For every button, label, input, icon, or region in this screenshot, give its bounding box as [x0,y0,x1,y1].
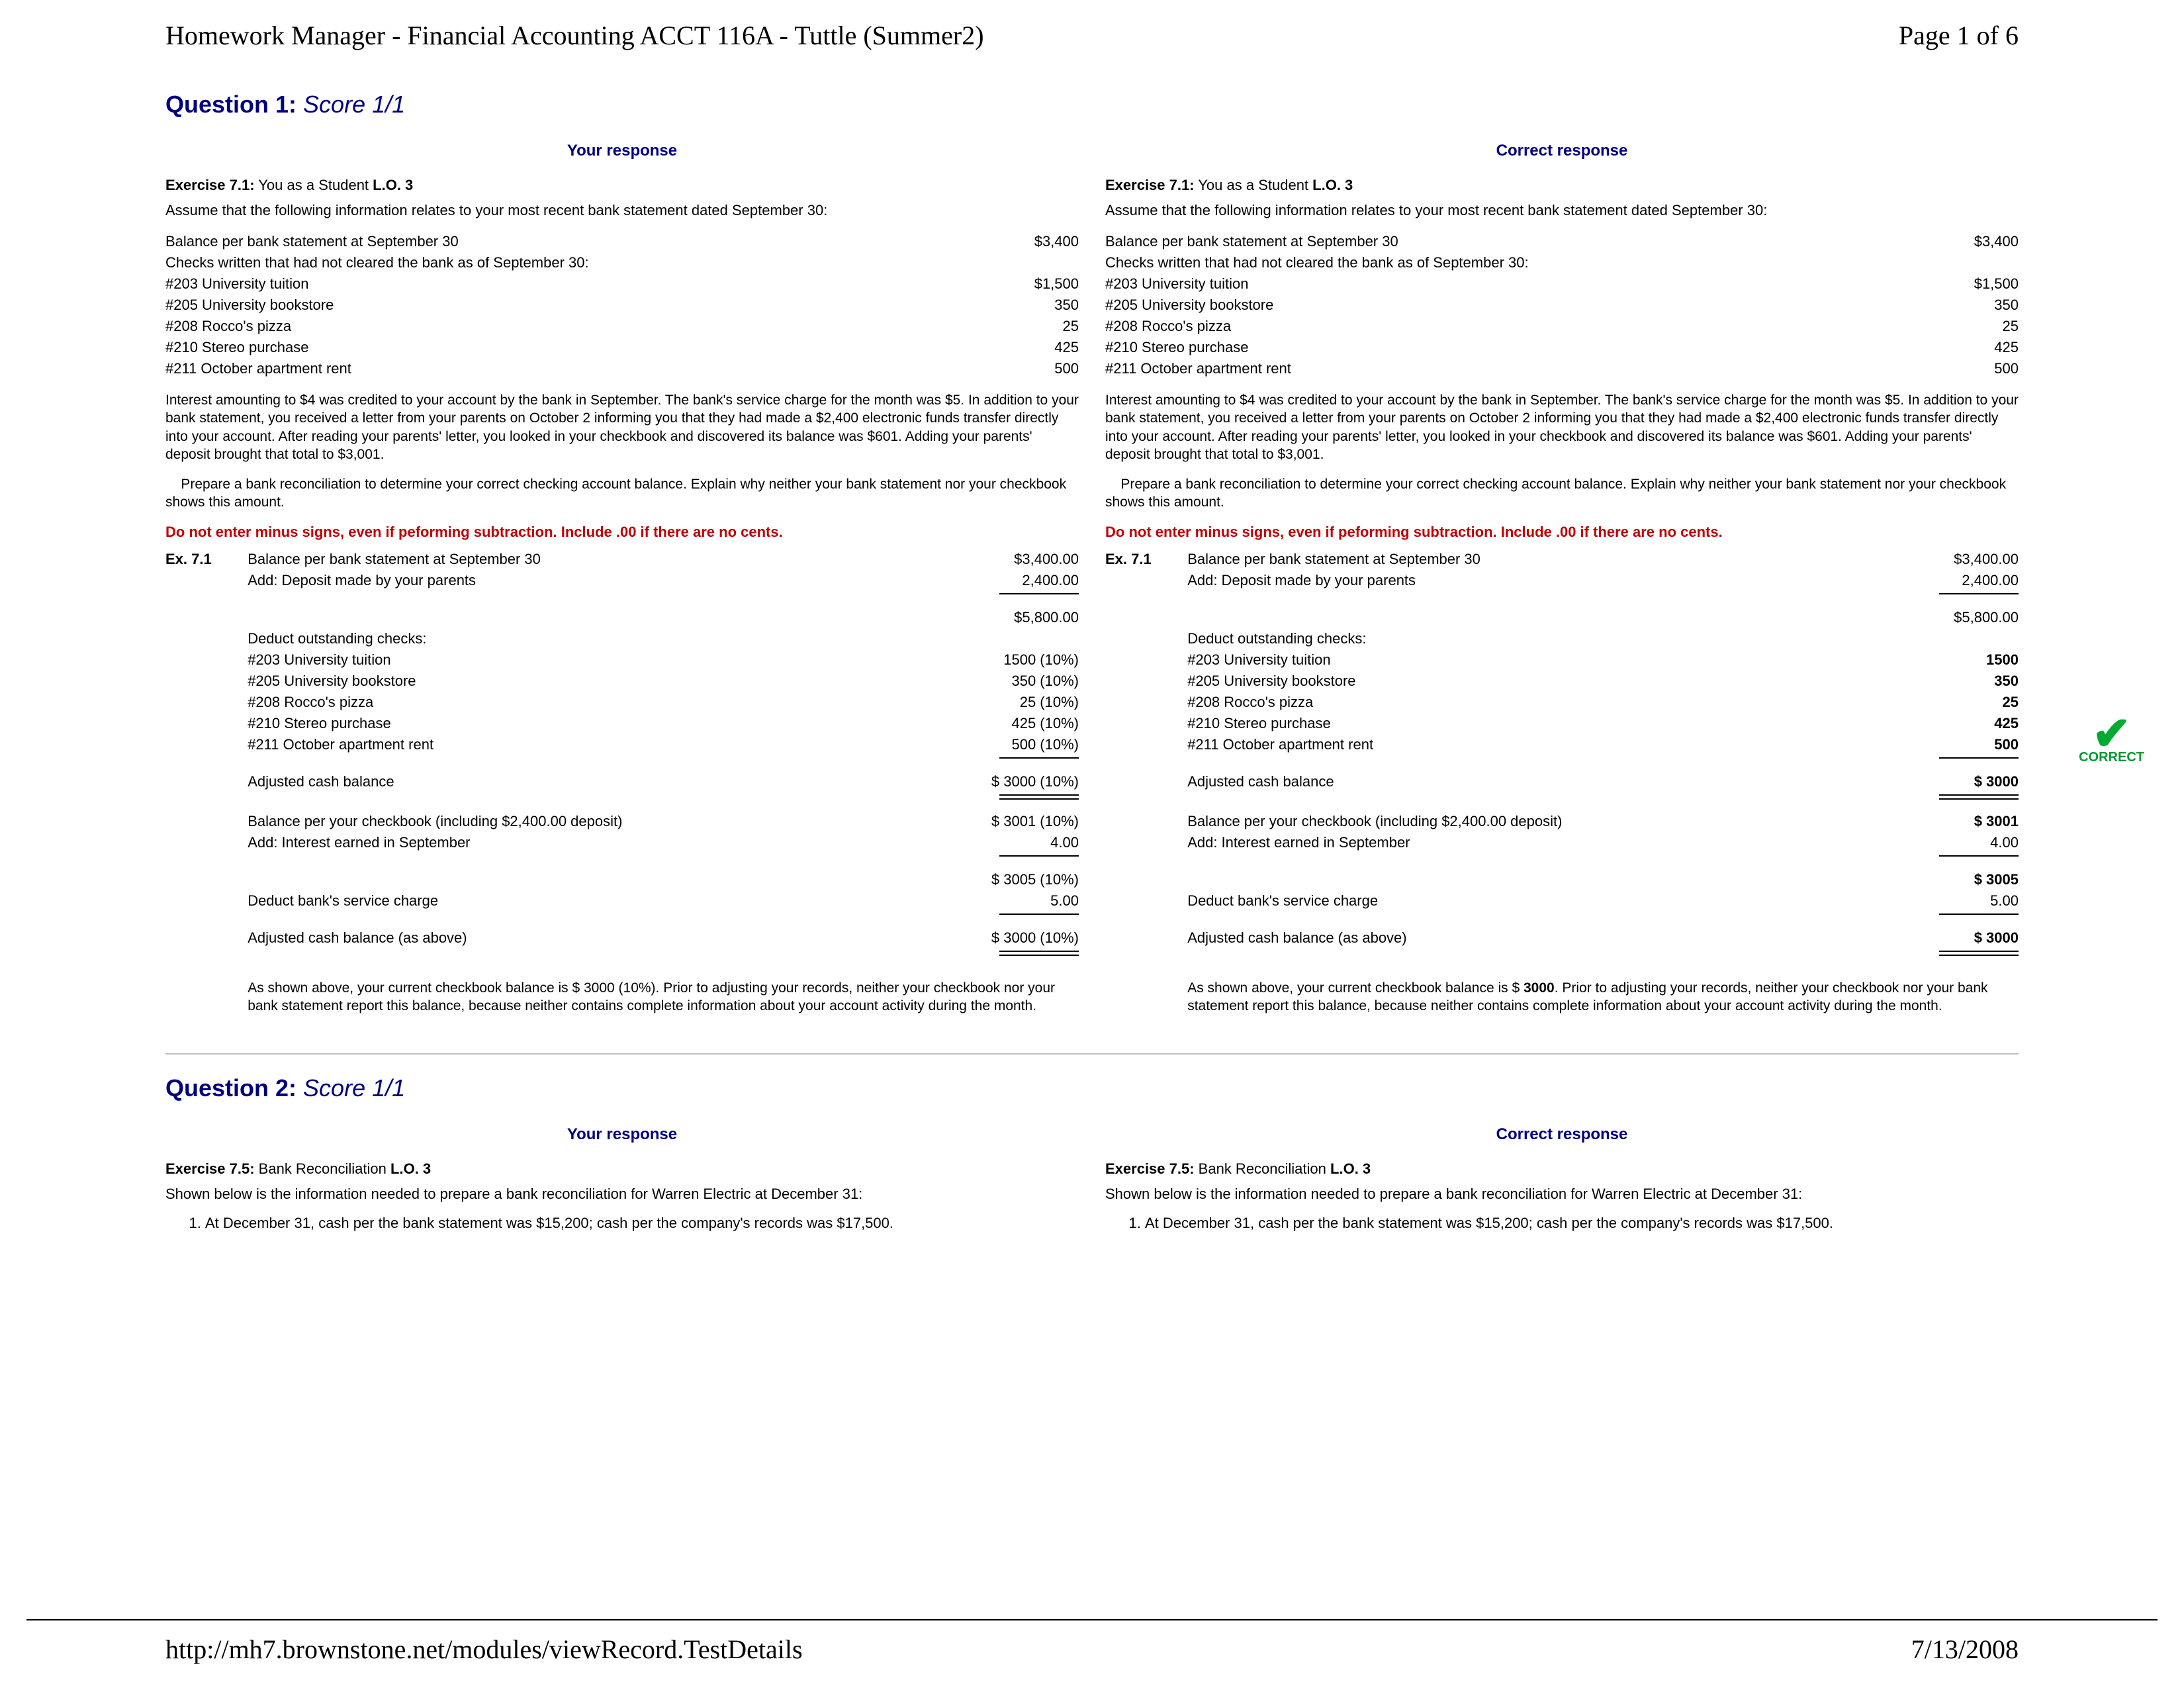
q2-your-header: Your response [165,1125,1079,1144]
q1-correct-intro: Assume that the following information re… [1105,202,2019,219]
q2-your-intro: Shown below is the information needed to… [165,1186,1079,1203]
correct-response-header: Correct response [1105,142,2019,160]
q1-correct-p2: Prepare a bank reconciliation to determi… [1105,475,2019,512]
question-2-score: Score 1/1 [303,1074,405,1102]
q1-your-p2: Prepare a bank reconciliation to determi… [165,475,1079,512]
question-1-label: Question 1: [165,91,296,118]
list-item: At December 31, cash per the bank statem… [1145,1215,2019,1232]
q1-your-ex: Exercise 7.1: You as a Student L.O. 3 [165,177,1079,194]
checkmark-icon: ✔ [2079,718,2144,750]
q2-your-list: At December 31, cash per the bank statem… [165,1215,1079,1232]
your-response-header: Your response [165,142,1079,160]
header-title: Homework Manager - Financial Accounting … [165,20,984,51]
q2-correct-ex: Exercise 7.5: Bank Reconciliation L.O. 3 [1105,1160,2019,1178]
q2-correct-list: At December 31, cash per the bank statem… [1105,1215,2019,1232]
q2-correct-col: Correct response Exercise 7.5: Bank Reco… [1105,1125,2019,1237]
q2-columns: Your response Exercise 7.5: Bank Reconci… [165,1125,2019,1237]
q1-your-recon: Ex. 7.1Balance per bank statement at Sep… [165,549,1079,967]
q1-your-conclusion: As shown above, your current checkbook b… [248,979,1079,1015]
q1-correct-col: Correct response Exercise 7.1: You as a … [1105,142,2019,1027]
q1-correct-conclusion: As shown above, your current checkbook b… [1187,979,2019,1015]
header-page: Page 1 of 6 [1899,20,2019,51]
question-2: Question 2: Score 1/1 Your response Exer… [165,1074,2019,1237]
q1-correct-given: Balance per bank statement at September … [1105,231,2019,379]
q1-correct-p1: Interest amounting to $4 was credited to… [1105,391,2019,463]
question-1-title: Question 1: Score 1/1 [165,91,2019,125]
question-1: Question 1: Score 1/1 Your response Exer… [165,91,2019,1055]
question-1-score: Score 1/1 [303,91,405,118]
q1-correct-red: Do not enter minus signs, even if peform… [1105,524,2019,541]
q1-your-given: Balance per bank statement at September … [165,231,1079,379]
page-header: Homework Manager - Financial Accounting … [0,0,2184,64]
q2-your-col: Your response Exercise 7.5: Bank Reconci… [165,1125,1079,1237]
q1-correct-ex: Exercise 7.1: You as a Student L.O. 3 [1105,177,2019,194]
question-2-title: Question 2: Score 1/1 [165,1074,2019,1109]
q2-your-ex: Exercise 7.5: Bank Reconciliation L.O. 3 [165,1160,1079,1178]
q2-correct-header: Correct response [1105,1125,2019,1144]
question-2-label: Question 2: [165,1074,296,1102]
correct-mark: ✔ CORRECT [2079,718,2144,765]
q1-your-p1: Interest amounting to $4 was credited to… [165,391,1079,463]
footer-url: http://mh7.brownstone.net/modules/viewRe… [165,1634,803,1665]
content-area: Question 1: Score 1/1 Your response Exer… [0,64,2184,1237]
q1-your-intro: Assume that the following information re… [165,202,1079,219]
q1-correct-recon: Ex. 7.1Balance per bank statement at Sep… [1105,549,2019,967]
q2-correct-intro: Shown below is the information needed to… [1105,1186,2019,1203]
footer-date: 7/13/2008 [1911,1634,2019,1665]
page-footer: http://mh7.brownstone.net/modules/viewRe… [26,1619,2158,1665]
correct-label: CORRECT [2079,750,2144,765]
q1-columns: Your response Exercise 7.1: You as a Stu… [165,142,2019,1027]
list-item: At December 31, cash per the bank statem… [205,1215,1079,1232]
q1-your-col: Your response Exercise 7.1: You as a Stu… [165,142,1079,1027]
q1-your-red: Do not enter minus signs, even if peform… [165,524,1079,541]
